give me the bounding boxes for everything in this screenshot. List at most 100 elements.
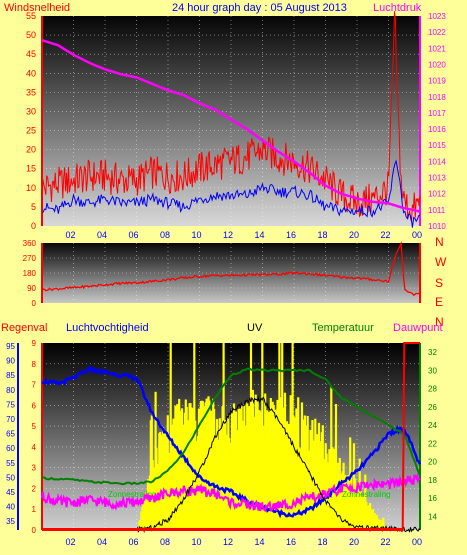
temperature-tick-label: 14 xyxy=(428,512,437,521)
wind-tick-label: 15 xyxy=(26,164,36,174)
humidity-series-line xyxy=(41,365,422,519)
humidity-tick-label: 95 xyxy=(6,342,15,351)
pressure-tick-label: 1013 xyxy=(428,174,446,183)
direction-tick-label: 0 xyxy=(32,299,37,308)
temperature-tick-label: 22 xyxy=(428,439,437,448)
left-axis-title: Windsnelheid xyxy=(4,2,70,14)
compass-label: E xyxy=(435,295,443,309)
wind-tick-label: 10 xyxy=(26,183,36,193)
temperature-tick-label: 24 xyxy=(428,421,437,430)
legend-temperatuur: Temperatuur xyxy=(312,322,374,334)
humidity-tick-label: 45 xyxy=(6,488,15,497)
temperature-tick-label: 28 xyxy=(428,385,437,394)
temperature-series-line xyxy=(41,367,421,486)
uv-tick-label: 8 xyxy=(32,360,37,369)
direction-tick-label: 270 xyxy=(23,254,37,263)
pressure-tick-label: 1010 xyxy=(428,222,446,231)
pressure-tick-label: 1011 xyxy=(428,206,446,215)
humidity-tick-label: 35 xyxy=(6,517,15,526)
temperature-tick-label: 18 xyxy=(428,476,437,485)
pressure-tick-label: 1017 xyxy=(428,109,446,118)
uv-tick-label: 3 xyxy=(32,464,37,473)
x-tick-label: 06 xyxy=(128,230,138,240)
direction-panel-bg xyxy=(42,243,420,303)
humidity-tick-label: 40 xyxy=(6,503,15,512)
x-tick-label: 16 xyxy=(286,230,296,240)
wind-tick-label: 20 xyxy=(26,145,36,155)
direction-tick-label: 90 xyxy=(27,284,36,293)
wind-series-line xyxy=(41,159,421,228)
wind-pressure-panel: 0510152025303540455055101010111012101310… xyxy=(26,11,446,240)
wind-tick-label: 50 xyxy=(26,30,36,40)
legend-dauwpunt: Dauwpunt xyxy=(393,322,443,334)
uv-tick-label: 4 xyxy=(32,443,37,452)
humidity-tick-label: 85 xyxy=(6,371,15,380)
temperature-tick-label: 30 xyxy=(428,366,437,375)
pressure-tick-label: 1021 xyxy=(428,44,446,53)
pressure-tick-label: 1016 xyxy=(428,125,446,134)
temperature-tick-label: 32 xyxy=(428,348,437,357)
pressure-tick-label: 1014 xyxy=(428,157,446,166)
temperature-tick-label: 16 xyxy=(428,494,437,503)
temperature-tick-label: 20 xyxy=(428,458,437,467)
wind-tick-label: 5 xyxy=(31,202,36,212)
pressure-tick-label: 1019 xyxy=(428,77,446,86)
chart-title: 24 hour graph day : 05 August 2013 xyxy=(172,2,347,14)
wind-tick-label: 35 xyxy=(26,87,36,97)
x-tick-label: 18 xyxy=(317,537,327,547)
humidity-tick-label: 65 xyxy=(6,430,15,439)
x-tick-label: 14 xyxy=(254,537,264,547)
compass-label: W xyxy=(435,255,447,269)
solar-bar xyxy=(169,343,172,530)
direction-tick-label: 180 xyxy=(23,269,37,278)
x-tick-label: 12 xyxy=(223,537,233,547)
humidity-tick-label: 70 xyxy=(6,415,15,424)
x-tick-label: 00 xyxy=(412,537,422,547)
pressure-tick-label: 1022 xyxy=(428,28,446,37)
compass-label: N xyxy=(435,315,444,329)
solar-annotation-right: Zonnestraling xyxy=(342,490,390,499)
humidity-tick-label: 80 xyxy=(6,386,15,395)
compass-label: N xyxy=(435,235,444,249)
wind-tick-label: 45 xyxy=(26,49,36,59)
pressure-tick-label: 1018 xyxy=(428,93,446,102)
x-tick-label: 08 xyxy=(160,537,170,547)
uv-tick-label: 2 xyxy=(32,484,37,493)
uv-tick-label: 9 xyxy=(32,339,37,348)
humidity-tick-label: 55 xyxy=(6,459,15,468)
solar-bar xyxy=(382,517,385,530)
pressure-tick-label: 1012 xyxy=(428,190,446,199)
x-tick-label: 04 xyxy=(97,537,107,547)
uv-tick-label: 0 xyxy=(32,526,37,535)
legend-uv: UV xyxy=(247,322,263,334)
pressure-tick-label: 1015 xyxy=(428,141,446,150)
direction-tick-label: 360 xyxy=(23,239,37,248)
solar-bar xyxy=(334,404,338,530)
x-tick-label: 04 xyxy=(97,230,107,240)
compass-label: S xyxy=(435,276,443,290)
x-tick-label: 10 xyxy=(191,537,201,547)
x-tick-label: 10 xyxy=(191,230,201,240)
humidity-tick-label: 50 xyxy=(6,473,15,482)
wind-tick-label: 40 xyxy=(26,68,36,78)
legend-luchtvochtigheid: Luchtvochtigheid xyxy=(66,322,149,334)
x-tick-label: 20 xyxy=(349,537,359,547)
wind-tick-label: 25 xyxy=(26,126,36,136)
x-tick-label: 12 xyxy=(223,230,233,240)
pressure-tick-label: 1020 xyxy=(428,60,446,69)
pressure-tick-label: 1023 xyxy=(428,12,446,21)
right-axis-title: Luchtdruk xyxy=(373,2,422,14)
x-tick-label: 18 xyxy=(317,230,327,240)
uv-tick-label: 5 xyxy=(32,422,37,431)
humidity-tick-label: 75 xyxy=(6,400,15,409)
x-tick-label: 00 xyxy=(412,230,422,240)
solar-annotation-left: Zonnestraling xyxy=(108,490,156,499)
wind-tick-label: 0 xyxy=(31,221,36,231)
wind-tick-label: 55 xyxy=(26,11,36,21)
uv-tick-label: 7 xyxy=(32,381,37,390)
x-tick-label: 22 xyxy=(380,537,390,547)
x-tick-label: 08 xyxy=(160,230,170,240)
wind-tick-label: 30 xyxy=(26,106,36,116)
x-tick-label: 02 xyxy=(65,230,75,240)
